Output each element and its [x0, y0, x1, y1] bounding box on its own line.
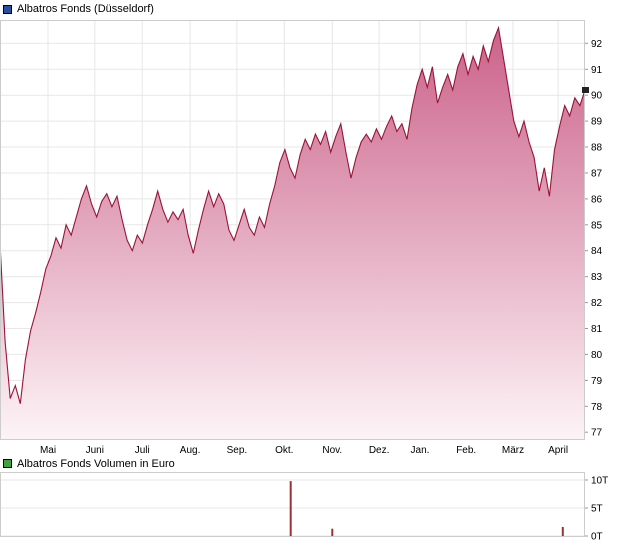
volume-series-color-icon [3, 459, 12, 468]
svg-text:83: 83 [591, 272, 603, 283]
svg-text:87: 87 [591, 169, 603, 180]
svg-text:Nov.: Nov. [322, 445, 342, 456]
svg-text:Feb.: Feb. [456, 445, 476, 456]
svg-text:0T: 0T [591, 532, 603, 543]
price-series-color-icon [3, 4, 12, 14]
svg-text:92: 92 [591, 39, 603, 50]
price-area-chart: 77 78 79 80 81 82 83 84 85 86 87 88 89 90 91 92 Mai Juni J… [0, 20, 603, 456]
svg-text:89: 89 [591, 117, 603, 128]
svg-text:91: 91 [591, 65, 603, 76]
svg-text:79: 79 [591, 376, 603, 387]
svg-text:82: 82 [591, 298, 603, 309]
svg-text:Jan.: Jan. [411, 445, 430, 456]
volume-chart-title: Albatros Fonds Volumen in Euro [17, 457, 175, 470]
svg-text:81: 81 [591, 324, 603, 335]
svg-text:Juni: Juni [86, 445, 104, 456]
price-chart-legend: Albatros Fonds (Düsseldorf) [0, 0, 620, 16]
svg-text:80: 80 [591, 350, 603, 361]
svg-text:Aug.: Aug. [180, 445, 201, 456]
price-chart-title: Albatros Fonds (Düsseldorf) [17, 3, 154, 15]
svg-text:Juli: Juli [135, 445, 150, 456]
svg-text:77: 77 [591, 428, 603, 439]
volume-bar-chart: 0T 5T 10T [0, 472, 608, 543]
svg-text:Mai: Mai [40, 445, 56, 456]
svg-text:86: 86 [591, 194, 603, 205]
svg-text:April: April [548, 445, 568, 456]
svg-text:März: März [502, 445, 524, 456]
svg-text:10T: 10T [591, 476, 608, 487]
svg-text:85: 85 [591, 220, 603, 231]
svg-text:Dez.: Dez. [369, 445, 390, 456]
volume-chart-legend: Albatros Fonds Volumen in Euro [0, 456, 620, 470]
svg-text:90: 90 [591, 91, 603, 102]
svg-text:78: 78 [591, 402, 603, 413]
svg-text:Okt.: Okt. [275, 445, 293, 456]
svg-text:84: 84 [591, 246, 603, 257]
svg-text:Sep.: Sep. [227, 445, 248, 456]
svg-text:5T: 5T [591, 504, 603, 515]
svg-text:88: 88 [591, 143, 603, 154]
